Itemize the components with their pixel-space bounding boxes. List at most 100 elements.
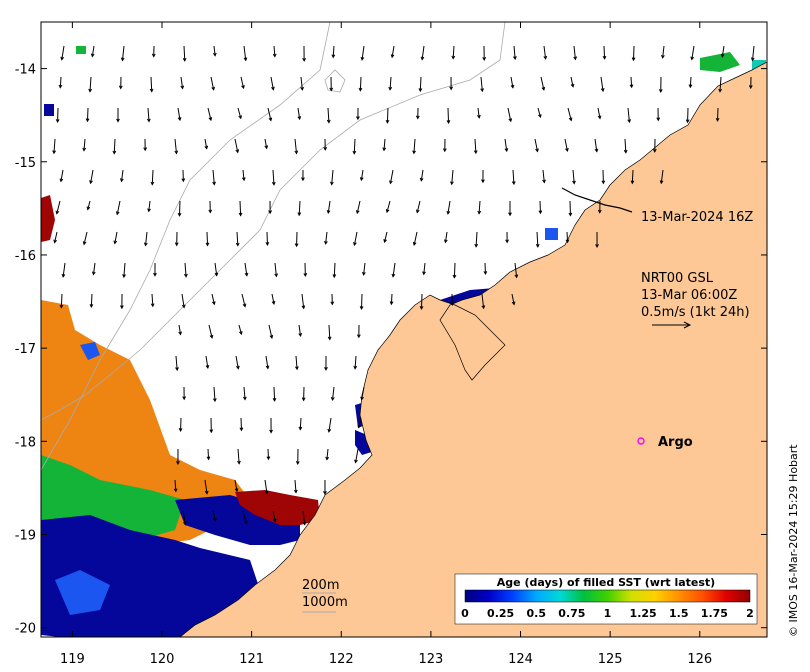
current-vector-head — [303, 273, 308, 277]
current-vector-head — [597, 115, 602, 120]
sst-navy-small-1 — [44, 104, 54, 116]
current-vector-head — [538, 210, 543, 215]
current-vector — [477, 107, 480, 118]
current-vector-head — [652, 148, 657, 153]
current-vector — [420, 169, 424, 181]
current-vector — [384, 231, 388, 243]
current-vector-head — [301, 177, 305, 182]
current-vector-head — [514, 274, 519, 279]
sst-darkred-region — [235, 490, 320, 525]
current-vector — [630, 76, 633, 88]
current-vector — [150, 76, 153, 92]
current-vector-head — [362, 271, 366, 276]
current-vector — [56, 200, 61, 214]
current-vector-head — [601, 180, 606, 185]
current-vector — [295, 355, 298, 370]
current-vector — [301, 293, 305, 309]
current-vector-head — [594, 148, 599, 153]
current-vector-head — [174, 242, 179, 247]
current-vector-head — [629, 84, 634, 89]
current-vector-head — [573, 56, 578, 61]
current-vector — [204, 479, 208, 494]
current-vector — [597, 107, 601, 119]
current-vector-head — [623, 149, 628, 154]
current-vector-head — [477, 114, 481, 119]
current-vector-head — [209, 429, 214, 434]
legend-tick-label: 1.25 — [630, 607, 657, 620]
current-vector-head — [176, 461, 180, 465]
current-vector — [270, 76, 274, 90]
current-vector-head — [89, 303, 94, 308]
current-vector — [353, 138, 356, 154]
current-vector-head — [481, 179, 485, 184]
current-vector-head — [208, 209, 213, 214]
current-vector-head — [178, 331, 183, 336]
current-vector — [83, 138, 86, 151]
current-vector — [328, 324, 331, 340]
lat-tick-label: -18 — [15, 435, 36, 450]
current-vector-head — [212, 181, 216, 186]
contour-island — [324, 69, 346, 93]
imos-credit: © IMOS 16-Mar-2024 15:29 Hobart — [787, 444, 800, 637]
current-vector-head — [271, 300, 276, 305]
current-vector-head — [627, 119, 632, 124]
current-vector-head — [511, 301, 516, 306]
current-vector-head — [480, 88, 485, 93]
current-vector — [444, 231, 448, 243]
current-vector — [332, 45, 335, 58]
current-vector-head — [241, 85, 245, 90]
current-vector — [421, 45, 425, 60]
current-vector-head — [88, 88, 93, 93]
current-vector-head — [205, 242, 210, 247]
current-vector-head — [209, 334, 214, 339]
current-vector — [689, 76, 692, 88]
current-vector-head — [508, 212, 512, 217]
current-vector-head — [82, 147, 87, 152]
contour-200m — [41, 22, 506, 421]
current-vector-head — [295, 366, 299, 371]
current-vector — [447, 200, 451, 214]
legend-tick-labels: 0 0.25 0.5 0.75 1 1.25 1.5 1.75 2 — [461, 607, 754, 620]
current-vector-head — [177, 117, 182, 122]
current-vector-head — [602, 55, 607, 60]
current-vector-head — [150, 181, 155, 186]
current-vector — [242, 169, 245, 181]
current-vector — [624, 138, 627, 153]
current-vector — [453, 262, 456, 278]
current-vector-head — [242, 396, 247, 401]
current-vector — [294, 479, 297, 493]
current-vector-head — [113, 240, 118, 245]
current-vector — [662, 45, 665, 58]
current-vector — [603, 45, 606, 59]
legend-colorbar — [464, 589, 751, 603]
current-vector — [513, 45, 516, 60]
current-vector-head — [153, 272, 157, 277]
current-vector-head — [293, 489, 298, 494]
current-vector-head — [242, 303, 247, 308]
current-vector-head — [382, 147, 387, 152]
current-vector-head — [177, 212, 182, 217]
current-vector-head — [143, 147, 148, 152]
current-vector — [326, 448, 329, 460]
current-vector-head — [234, 488, 239, 493]
current-vector-head — [61, 273, 66, 278]
current-vector-head — [452, 274, 457, 279]
current-vector-head — [182, 396, 187, 401]
current-vector — [213, 386, 216, 402]
current-vector-head — [391, 273, 396, 278]
current-vector-head — [264, 145, 269, 150]
current-vector — [325, 231, 328, 244]
current-vector-head — [268, 210, 272, 215]
current-vector — [514, 262, 518, 278]
current-vector-head — [630, 180, 635, 185]
current-vector-head — [175, 367, 179, 372]
current-vector — [114, 231, 118, 244]
current-vector-head — [572, 180, 576, 185]
current-vector — [236, 231, 239, 246]
current-vector-head — [595, 244, 599, 248]
current-vector-head — [265, 242, 270, 246]
current-vector-head — [271, 181, 276, 186]
current-vector-head — [661, 54, 665, 59]
current-vector-head — [181, 304, 186, 309]
current-vector-field — [52, 45, 755, 526]
